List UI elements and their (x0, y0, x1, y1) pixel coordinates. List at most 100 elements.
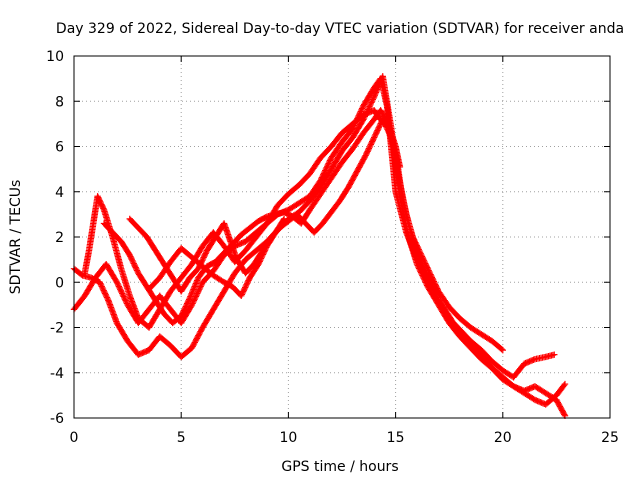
data-point (194, 290, 201, 297)
data-point (189, 300, 196, 307)
data-point (198, 281, 205, 289)
data-point (99, 286, 107, 293)
data-point (126, 251, 133, 259)
data-point (375, 83, 382, 90)
data-point (130, 260, 137, 267)
data-point (117, 286, 124, 293)
data-point (280, 216, 287, 224)
data-point (199, 255, 207, 263)
data-point (244, 278, 252, 286)
data-point (101, 290, 109, 297)
data-point (376, 121, 384, 129)
data-point (409, 233, 416, 241)
data-point (429, 275, 436, 282)
data-point (424, 264, 431, 271)
data-point (238, 291, 246, 298)
data-point (325, 160, 332, 167)
data-point (104, 295, 111, 303)
data-point (368, 138, 376, 145)
data-point (256, 258, 263, 265)
data-point (185, 296, 193, 303)
data-point (423, 263, 430, 270)
data-point (122, 297, 129, 304)
data-point (190, 297, 198, 304)
data-point (374, 84, 382, 92)
data-point (260, 249, 267, 257)
data-point (195, 287, 202, 294)
data-point (431, 281, 439, 288)
data-point (418, 251, 425, 259)
data-point (421, 258, 428, 266)
data-point (192, 281, 199, 289)
data-point (416, 247, 423, 255)
data-point (240, 287, 248, 294)
data-point (113, 279, 121, 286)
data-point (371, 92, 378, 99)
data-point (196, 284, 204, 292)
data-point (413, 260, 421, 268)
series-track-2 (70, 73, 569, 408)
data-point (412, 239, 419, 246)
data-point (433, 283, 440, 291)
y-axis-label: SDTVAR / TECUs (8, 180, 24, 295)
data-point (427, 271, 434, 278)
data-point (189, 289, 196, 296)
data-point (179, 310, 186, 317)
data-point (498, 345, 505, 353)
data-point (432, 291, 439, 298)
data-point (101, 288, 108, 296)
data-point (420, 256, 427, 263)
data-point (117, 287, 125, 294)
data-point (375, 81, 383, 89)
data-point (368, 139, 375, 147)
data-point (410, 236, 418, 243)
data-point (121, 294, 128, 302)
x-tick-label: 25 (601, 430, 619, 446)
data-point (373, 128, 380, 136)
data-point (187, 291, 195, 299)
data-point (191, 283, 198, 290)
data-point (419, 254, 426, 262)
data-point (187, 293, 194, 300)
data-point (193, 278, 200, 286)
data-point (99, 284, 106, 292)
data-point (415, 265, 423, 272)
data-point (324, 163, 331, 170)
data-point (193, 277, 201, 284)
data-point (100, 205, 107, 212)
data-point (181, 304, 189, 312)
data-point (417, 268, 424, 275)
data-point (259, 252, 266, 259)
data-point (120, 293, 127, 300)
data-point (413, 242, 420, 249)
data-point (127, 254, 135, 262)
data-point (416, 266, 423, 274)
data-point (103, 292, 110, 300)
data-point (133, 267, 141, 274)
data-point (499, 346, 506, 354)
data-point (194, 288, 202, 296)
data-point (188, 290, 195, 297)
data-point (396, 163, 404, 171)
data-point (411, 237, 418, 245)
data-point (188, 301, 196, 309)
data-point (259, 251, 267, 258)
data-point (183, 301, 190, 309)
data-point (372, 130, 380, 137)
data-point (370, 134, 378, 141)
data-point (560, 382, 568, 389)
data-point (196, 286, 203, 293)
data-point (417, 269, 425, 276)
data-point (376, 80, 383, 87)
data-point (428, 274, 436, 281)
data-point (241, 285, 248, 293)
data-point (129, 257, 136, 264)
data-point (366, 103, 373, 110)
y-tick-label: 8 (55, 94, 64, 110)
data-point (377, 120, 384, 127)
y-tick-label: 0 (55, 275, 64, 291)
y-tick-label: 4 (55, 185, 64, 201)
data-point (319, 172, 326, 180)
data-point (369, 137, 377, 144)
